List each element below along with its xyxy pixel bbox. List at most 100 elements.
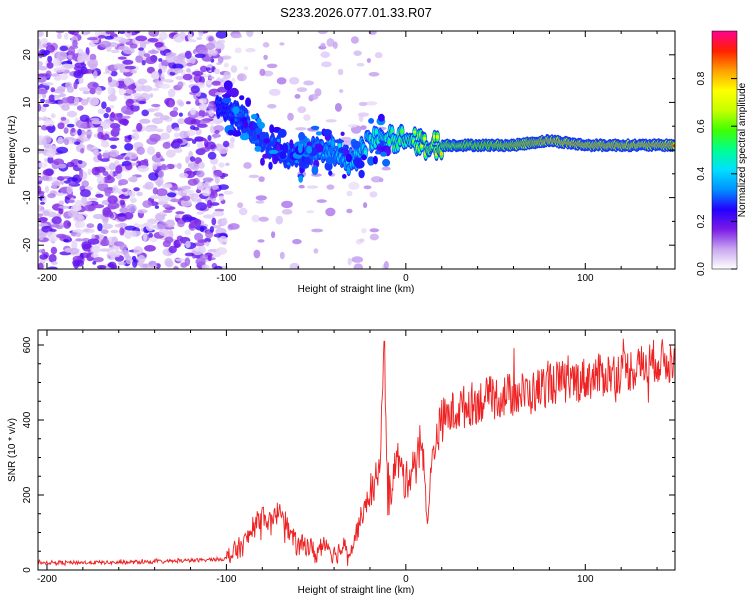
snr-ytick-label: 200 <box>22 486 33 503</box>
noise-blob <box>173 239 181 249</box>
noise-blob <box>360 125 367 130</box>
snr-xtick-label: 0 <box>403 574 409 585</box>
ridge-core <box>363 150 368 155</box>
noise-blob <box>119 243 127 251</box>
noise-blob <box>227 223 240 230</box>
noise-blob <box>138 47 144 51</box>
noise-blob <box>184 229 191 236</box>
noise-blob <box>46 62 54 69</box>
noise-blob <box>63 127 69 134</box>
noise-blob <box>313 248 319 254</box>
noise-blob <box>91 166 101 176</box>
noise-blob <box>213 41 222 50</box>
noise-blob <box>196 36 203 41</box>
ridge-scatter <box>242 120 249 129</box>
spectrogram-xlabel: Height of straight line (km) <box>298 284 415 295</box>
noise-blob <box>160 72 165 81</box>
noise-blob <box>127 83 136 91</box>
noise-blob <box>155 128 164 133</box>
noise-blob <box>186 101 191 105</box>
noise-blob <box>102 209 113 218</box>
noise-blob <box>119 227 125 236</box>
noise-blob <box>39 254 48 260</box>
ridge-scatter <box>372 155 378 165</box>
noise-blob <box>92 257 104 263</box>
noise-blob <box>198 109 206 118</box>
noise-blob <box>306 185 319 189</box>
noise-blob <box>145 56 157 65</box>
noise-blob <box>52 57 61 67</box>
noise-blob <box>119 207 128 214</box>
noise-blob <box>105 31 115 35</box>
noise-blob <box>160 115 170 121</box>
ridge-scatter <box>263 138 271 144</box>
noise-blob <box>358 101 368 107</box>
noise-blob <box>66 110 78 118</box>
noise-blob <box>209 226 215 233</box>
noise-blob <box>175 258 187 262</box>
noise-blob <box>122 231 132 238</box>
ridge-scatter <box>282 143 289 154</box>
noise-blob <box>81 180 89 188</box>
noise-blob <box>114 223 127 228</box>
ridge-scatter <box>227 129 235 136</box>
noise-blob <box>194 53 206 58</box>
noise-blob <box>134 95 146 100</box>
noise-blob <box>50 113 56 119</box>
snr-ytick-label: 0 <box>22 567 33 573</box>
spectrogram-heatmap <box>38 31 675 269</box>
noise-blob <box>316 199 327 203</box>
noise-blob <box>162 141 171 149</box>
ridge-core <box>286 162 291 166</box>
noise-blob <box>123 85 129 90</box>
noise-blob <box>53 67 65 73</box>
noise-blob <box>80 148 85 154</box>
noise-blob <box>221 55 232 60</box>
noise-blob <box>76 232 81 237</box>
noise-blob <box>231 77 236 85</box>
noise-blob <box>91 120 103 125</box>
noise-blob <box>172 63 184 70</box>
noise-blob <box>82 131 93 135</box>
noise-blob <box>101 238 110 247</box>
noise-blob <box>281 208 293 215</box>
noise-blob <box>251 214 260 223</box>
ridge-scatter <box>368 118 375 124</box>
noise-blob <box>159 83 171 89</box>
noise-blob <box>59 93 66 97</box>
noise-blob <box>114 81 120 87</box>
ridge-scatter <box>279 151 287 160</box>
noise-blob <box>214 68 220 75</box>
noise-blob <box>129 43 138 49</box>
noise-blob <box>112 185 119 194</box>
noise-blob <box>112 127 120 131</box>
noise-blob <box>263 54 268 60</box>
noise-blob <box>228 142 235 149</box>
noise-blob <box>257 239 265 243</box>
noise-blob <box>209 190 218 199</box>
ridge-core <box>338 143 342 148</box>
noise-blob <box>143 158 149 164</box>
ridge-scatter <box>250 113 258 120</box>
noise-blob <box>86 37 99 41</box>
noise-blob <box>205 42 216 50</box>
noise-blob <box>99 40 112 48</box>
noise-blob <box>309 93 319 100</box>
noise-blob <box>187 162 195 169</box>
noise-blob <box>66 123 75 128</box>
noise-blob <box>124 65 136 70</box>
noise-blob <box>181 195 191 201</box>
noise-blob <box>38 185 42 194</box>
noise-blob <box>175 211 185 215</box>
noise-blob <box>215 31 228 39</box>
ridge-scatter <box>315 131 323 136</box>
noise-blob <box>303 80 314 86</box>
noise-blob <box>267 104 277 109</box>
noise-blob <box>40 201 45 205</box>
noise-blob <box>151 87 160 91</box>
ridge-scatter <box>306 141 313 148</box>
noise-blob <box>143 232 148 242</box>
noise-blob <box>129 230 142 237</box>
noise-blob <box>38 38 41 47</box>
noise-blob <box>151 103 161 108</box>
